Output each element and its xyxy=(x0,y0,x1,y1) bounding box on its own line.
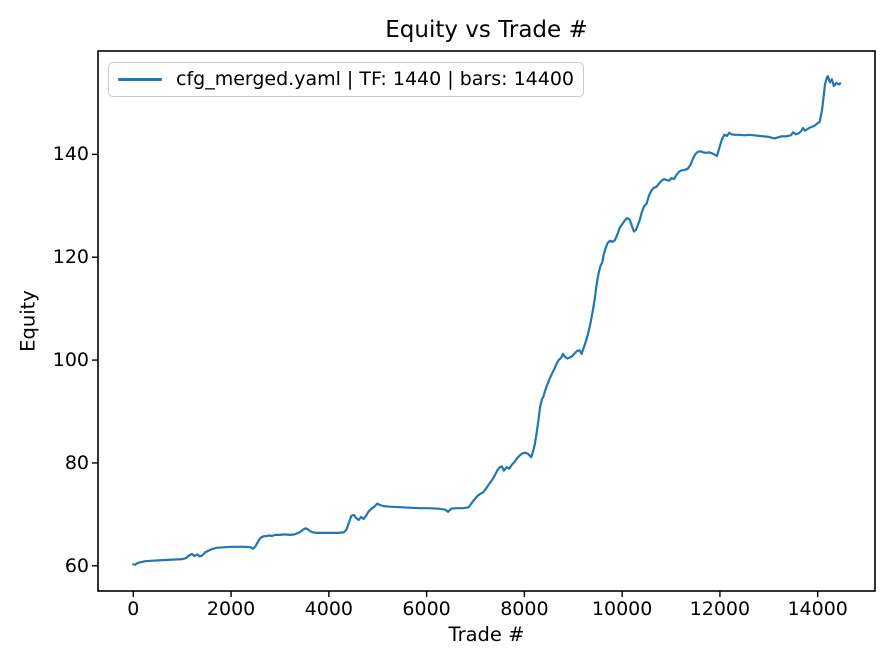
legend-label: cfg_merged.yaml | TF: 1440 | bars: 14400 xyxy=(176,67,575,90)
y-tick-label: 120 xyxy=(52,246,89,269)
x-tick-label: 2000 xyxy=(206,598,256,620)
x-tick-label: 4000 xyxy=(304,598,354,620)
y-tick-label: 60 xyxy=(64,554,89,577)
x-tick-label: 8000 xyxy=(500,598,549,620)
y-tick-label: 100 xyxy=(52,349,89,372)
x-axis-label: Trade # xyxy=(448,623,525,646)
x-tick-label: 0 xyxy=(127,598,140,620)
y-axis-label: Equity xyxy=(16,290,40,352)
legend: cfg_merged.yaml | TF: 1440 | bars: 14400 xyxy=(108,62,584,97)
x-tick-label: 10000 xyxy=(591,598,653,620)
x-tick-label: 12000 xyxy=(689,598,751,620)
axes-frame xyxy=(97,50,876,592)
y-tick-label: 140 xyxy=(52,143,89,166)
legend-line-swatch xyxy=(118,77,162,82)
x-tick-label: 14000 xyxy=(787,598,848,620)
x-tick-label: 6000 xyxy=(402,598,451,620)
y-tick-label: 80 xyxy=(64,451,89,474)
chart-title: Equity vs Trade # xyxy=(385,17,588,43)
equity-line xyxy=(132,75,842,566)
